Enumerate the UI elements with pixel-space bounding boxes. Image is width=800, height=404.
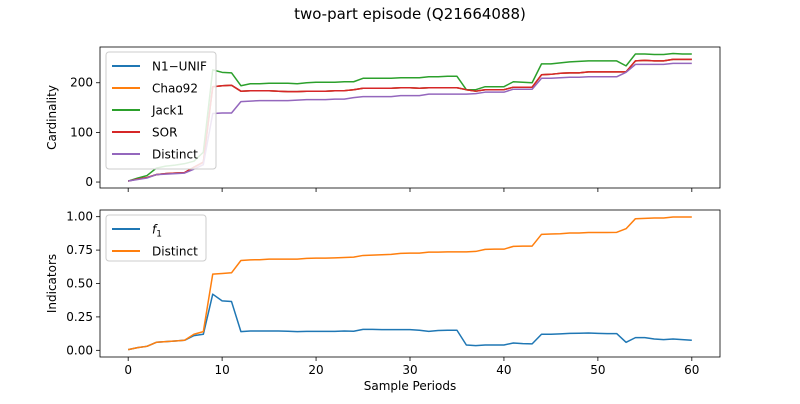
legend-box <box>105 214 207 262</box>
legend-label-text: Chao92 <box>152 82 198 96</box>
legend-label-text: f <box>152 223 158 237</box>
legend-label-text: Jack1 <box>151 104 184 118</box>
y-tick-label: 0.25 <box>66 310 93 324</box>
y-tick-label: 1.00 <box>66 210 93 224</box>
legend-label-text: N1−UNIF <box>152 60 207 74</box>
x-axis-label: Sample Periods <box>364 379 456 393</box>
legend-label: Distinct <box>152 245 198 259</box>
series-line-0-3 <box>128 58 692 182</box>
x-tick-label: 60 <box>684 363 699 377</box>
y-tick-label: 0.00 <box>66 343 93 357</box>
indicators-panel: 0 10 20 30 40 50 60 0.00 0.25 0.50 0.75 1.00 Indicat… <box>45 209 721 393</box>
series-line-1-1 <box>128 216 692 351</box>
y-tick-label: 200 <box>70 76 93 90</box>
legend: N1−UNIF Chao92 Jack1 SOR Distinct <box>105 51 217 170</box>
x-tick-label: 50 <box>590 363 605 377</box>
legend-label: Chao92 <box>152 82 198 96</box>
y-tick-label: 0.50 <box>66 277 93 291</box>
legend-label: Distinct <box>152 148 198 162</box>
figure-title: two-part episode (Q21664088) <box>294 5 526 23</box>
x-tick-label: 20 <box>308 363 323 377</box>
legend-box <box>105 51 217 170</box>
y-tick-label: 0.75 <box>66 243 93 257</box>
cardinality-panel: 0 100 200 Cardinality N1−UNIF Chao92 Jack1 SOR D… <box>45 46 721 192</box>
series-line-1-0 <box>128 293 692 351</box>
y-tick-label: 0 <box>85 175 93 189</box>
x-tick-label: 10 <box>214 363 229 377</box>
x-tick-label: 40 <box>496 363 511 377</box>
x-tick-label: 30 <box>402 363 417 377</box>
legend-label: N1−UNIF <box>152 60 207 74</box>
legend-label: SOR <box>152 126 177 140</box>
x-tick-label: 0 <box>124 363 132 377</box>
series-line-0-4 <box>128 62 692 182</box>
y-axis-label: Cardinality <box>45 85 59 150</box>
legend-label-text: SOR <box>152 126 177 140</box>
legend-label: f1 <box>152 223 162 240</box>
series-line-0-2 <box>127 52 692 182</box>
legend-label-subscript: 1 <box>156 230 162 240</box>
legend-label-text: Distinct <box>152 148 198 162</box>
legend: f1 Distinct <box>105 214 207 262</box>
y-tick-label: 100 <box>70 125 93 139</box>
y-axis-label: Indicators <box>45 254 59 313</box>
legend-label-text: Distinct <box>152 245 198 259</box>
legend-label: Jack1 <box>151 104 184 118</box>
